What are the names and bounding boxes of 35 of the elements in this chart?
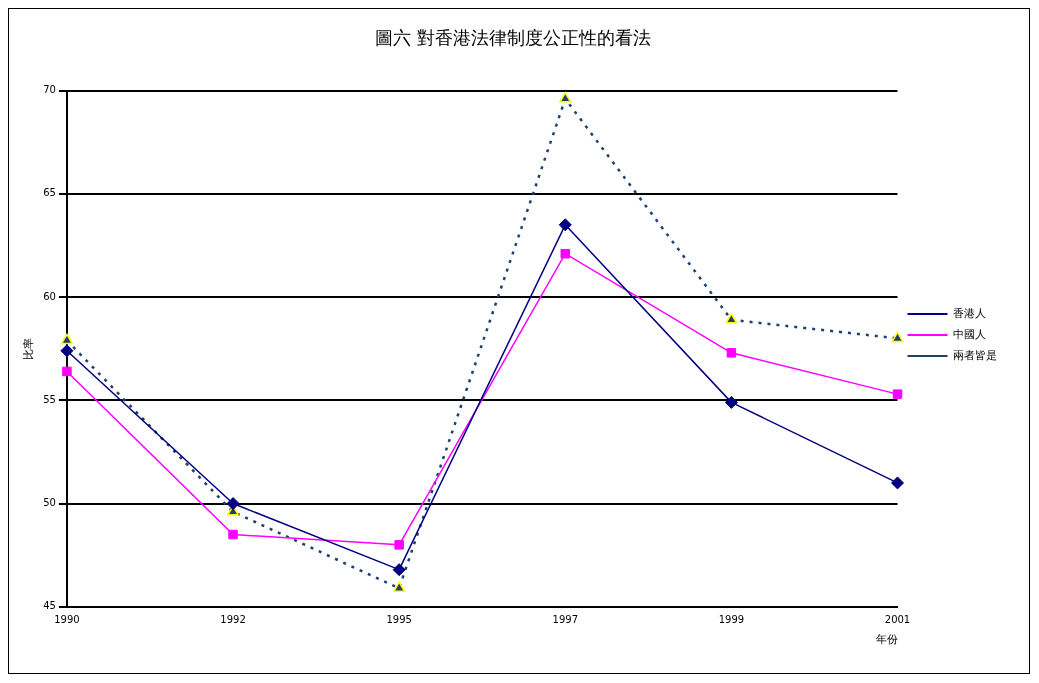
point <box>226 497 240 511</box>
point <box>228 529 238 540</box>
y-tick-label: 45 <box>43 600 56 612</box>
y-axis-title: 比率 <box>22 337 36 360</box>
legend-label: 兩者皆是 <box>953 348 997 362</box>
point <box>62 366 72 377</box>
point <box>394 540 404 550</box>
y-tick-label: 60 <box>43 290 56 302</box>
point <box>392 563 406 577</box>
point <box>60 344 74 358</box>
x-tick-label: 1999 <box>718 614 745 626</box>
x-tick-label: 1992 <box>220 614 246 626</box>
x-axis-title: 年份 <box>875 633 898 647</box>
legend-label: 香港人 <box>953 306 986 320</box>
y-tick-label: 65 <box>43 187 56 199</box>
point <box>726 348 737 358</box>
point <box>892 389 903 399</box>
point <box>560 248 571 259</box>
point <box>891 331 904 343</box>
x-tick-label: 2001 <box>884 614 911 626</box>
point <box>60 333 73 345</box>
y-tick-label: 70 <box>43 84 56 96</box>
point <box>393 581 406 592</box>
chart-title: 圖六 對香港法律制度公正性的看法 <box>375 27 651 49</box>
point <box>725 313 738 324</box>
x-tick-label: 1990 <box>54 614 80 626</box>
point <box>558 218 572 232</box>
y-tick-label: 55 <box>43 393 56 405</box>
point <box>724 395 738 409</box>
x-tick-label: 1997 <box>552 614 578 626</box>
x-tick-label: 1995 <box>386 614 412 626</box>
y-tick-label: 50 <box>43 497 56 509</box>
legend-label: 中國人 <box>953 327 986 341</box>
point <box>891 476 904 490</box>
point <box>559 92 572 103</box>
